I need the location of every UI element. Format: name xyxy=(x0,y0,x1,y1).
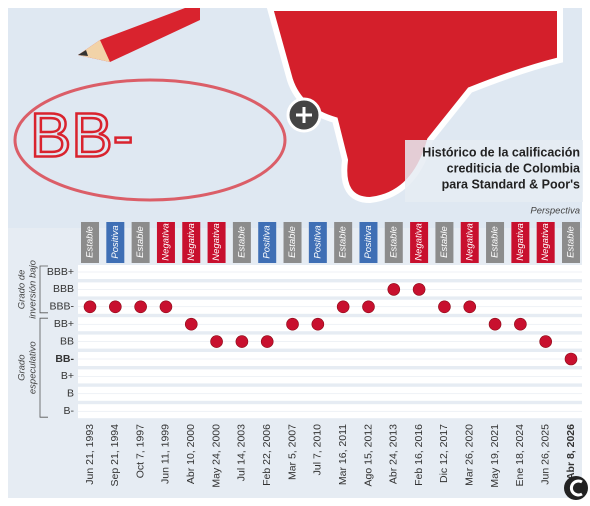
rating-dot xyxy=(287,318,299,330)
x-tick-label: Abr 10, 2000 xyxy=(185,424,197,484)
outlook-label: Estable xyxy=(135,226,146,258)
rating-dot xyxy=(236,336,248,348)
outlook-label: Positiva xyxy=(312,225,323,258)
outlook-label: Estable xyxy=(490,226,501,258)
y-tick-label: BB- xyxy=(55,353,74,365)
x-tick-label: Ene 18, 2024 xyxy=(514,424,526,487)
x-tick-label: Jul 7, 2010 xyxy=(312,424,324,476)
outlook-label: Estable xyxy=(566,226,577,258)
outlook-label: Negativa xyxy=(160,223,171,261)
rating-dot xyxy=(84,301,96,313)
rating-dot xyxy=(413,283,425,295)
x-tick-label: Mar 5, 2007 xyxy=(286,424,298,480)
x-tick-label: Mar 26, 2020 xyxy=(464,424,476,486)
outlook-label: Estable xyxy=(236,226,247,258)
x-tick-label: Abr 24, 2013 xyxy=(388,424,400,484)
group-label: Grado xyxy=(17,354,28,380)
y-tick-label: B+ xyxy=(61,370,74,382)
rating-dot xyxy=(464,301,476,313)
rating-dot xyxy=(337,301,349,313)
rating-dot xyxy=(109,301,121,313)
outlook-label: Negativa xyxy=(211,223,222,261)
x-tick-label: Dic 12, 2017 xyxy=(438,424,450,483)
title-line: Histórico de la calificación xyxy=(422,145,580,159)
x-tick-label: May 19, 2021 xyxy=(489,424,501,488)
group-label: inversión bajo xyxy=(28,260,39,319)
rating-dot xyxy=(514,318,526,330)
title-line: para Standard & Poor's xyxy=(442,177,580,191)
outlook-label: Estable xyxy=(439,226,450,258)
outlook-label: Negativa xyxy=(464,223,475,261)
outlook-label: Estable xyxy=(338,226,349,258)
rating-dot xyxy=(388,283,400,295)
rating-dot xyxy=(540,336,552,348)
y-tick-label: BB+ xyxy=(54,318,74,330)
infographic: BB- Histórico de la calificación crediti… xyxy=(0,0,590,506)
rating-dot xyxy=(211,336,223,348)
y-tick-label: BBB+ xyxy=(47,266,74,278)
group-label: especulativo xyxy=(28,341,39,394)
x-tick-label: May 24, 2000 xyxy=(210,424,222,488)
x-tick-label: Ago 15, 2012 xyxy=(362,424,374,487)
outlook-label: Negativa xyxy=(515,223,526,261)
outlook-label: Estable xyxy=(85,226,96,258)
group-label: Grado de xyxy=(17,270,28,310)
outlook-label: Positiva xyxy=(363,225,374,258)
y-tick-label: BBB- xyxy=(49,301,74,313)
outlook-label: Positiva xyxy=(262,225,273,258)
outlook-label: Estable xyxy=(287,226,298,258)
x-tick-label: Sep 21, 1994 xyxy=(109,424,121,487)
x-tick-label: Oct 7, 1997 xyxy=(134,424,146,478)
x-tick-label: Feb 22, 2006 xyxy=(261,424,273,486)
y-tick-label: BBB xyxy=(53,283,74,295)
rating-dot xyxy=(362,301,374,313)
rating-dot xyxy=(160,301,172,313)
y-tick-label: B- xyxy=(64,405,75,417)
x-tick-label: Mar 16, 2011 xyxy=(337,424,349,485)
title-line: crediticia de Colombia xyxy=(447,161,581,175)
rating-dot xyxy=(565,353,577,365)
y-tick-label: B xyxy=(67,388,74,400)
legend-title: Perspectiva xyxy=(530,206,580,217)
rating-dot xyxy=(438,301,450,313)
outlook-label: Negativa xyxy=(540,223,551,261)
x-tick-label: Jun 21, 1993 xyxy=(84,424,96,485)
rating-dot xyxy=(135,301,147,313)
rating-dot xyxy=(185,318,197,330)
outlook-label: Estable xyxy=(388,226,399,258)
outlook-label: Negativa xyxy=(414,223,425,261)
rating-dot xyxy=(312,318,324,330)
outlook-label: Negativa xyxy=(186,223,197,261)
x-tick-label: Jun 11, 1999 xyxy=(160,424,172,484)
handwritten-rating: BB- xyxy=(30,101,133,170)
y-tick-label: BB xyxy=(60,335,74,347)
x-tick-label: Feb 16, 2016 xyxy=(413,424,425,486)
logo xyxy=(564,476,588,500)
outlook-label: Positiva xyxy=(110,225,121,258)
rating-dot xyxy=(261,336,273,348)
rating-dot xyxy=(489,318,501,330)
x-tick-label: Jul 14, 2003 xyxy=(236,424,248,481)
x-tick-label: Abr 8, 2026 xyxy=(565,424,577,480)
x-tick-label: Jun 26, 2025 xyxy=(539,424,551,485)
